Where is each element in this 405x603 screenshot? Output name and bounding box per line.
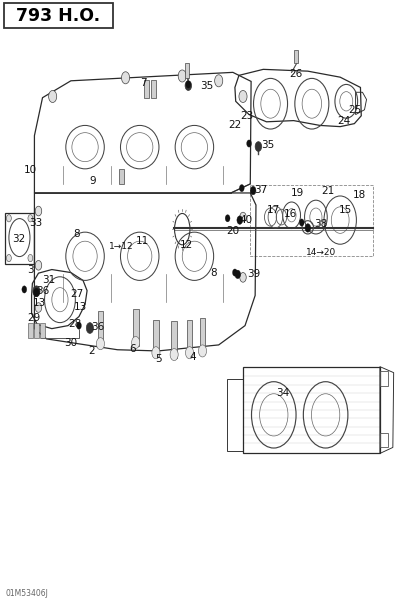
Text: 21: 21 [321,186,335,196]
Circle shape [35,260,42,270]
Text: 40: 40 [240,215,253,225]
Text: 3: 3 [28,265,34,274]
Circle shape [122,72,130,84]
Text: 4: 4 [190,352,196,362]
Text: 793 H.O.: 793 H.O. [16,7,100,25]
Circle shape [170,349,178,361]
Text: 38: 38 [314,219,327,229]
Circle shape [215,75,223,87]
Text: 31: 31 [42,275,55,285]
Circle shape [232,269,237,276]
Bar [144,80,149,98]
Text: 24: 24 [337,116,350,125]
Text: 35: 35 [200,81,214,91]
Circle shape [239,185,244,192]
Circle shape [22,286,27,293]
Circle shape [237,216,243,224]
Text: 36: 36 [91,323,104,332]
Text: 30: 30 [64,338,77,347]
Text: 25: 25 [348,106,362,115]
Text: 19: 19 [291,188,304,198]
Circle shape [49,90,57,103]
Text: 32: 32 [12,235,26,244]
Circle shape [247,140,252,147]
Circle shape [239,90,247,103]
Text: 35: 35 [261,140,275,150]
Bar [119,169,124,184]
Bar [294,50,298,63]
Text: 18: 18 [353,190,367,200]
Text: 10: 10 [23,165,36,175]
Text: 23: 23 [241,111,254,121]
Text: 33: 33 [30,218,43,228]
Circle shape [185,81,192,90]
Text: 29: 29 [28,314,41,323]
Circle shape [33,286,40,297]
Circle shape [28,254,33,262]
Bar [98,311,103,347]
Circle shape [34,288,39,297]
Text: 26: 26 [290,69,303,79]
Text: 14→20: 14→20 [306,248,336,256]
Text: 16: 16 [284,209,297,219]
Text: 8: 8 [74,229,80,239]
Text: 15: 15 [339,205,352,215]
Circle shape [152,347,160,359]
Circle shape [132,336,140,349]
Bar [133,309,139,346]
Text: 12: 12 [180,241,194,250]
Circle shape [235,270,241,279]
Circle shape [305,224,311,232]
Text: 5: 5 [155,354,161,364]
Bar [34,323,39,338]
Text: 36: 36 [36,286,50,296]
Text: 9: 9 [89,176,96,186]
Text: 13: 13 [33,298,47,308]
Text: 2: 2 [88,346,95,356]
Text: 13: 13 [74,302,87,312]
Bar [185,63,189,78]
Bar [151,80,156,98]
Circle shape [28,215,33,222]
Text: 11: 11 [136,236,149,246]
Text: 01M53406J: 01M53406J [5,589,48,598]
Text: 27: 27 [70,289,83,298]
Text: 7: 7 [140,78,146,88]
Bar [187,320,192,356]
Bar [40,323,45,338]
Text: 39: 39 [247,270,260,279]
Text: 22: 22 [228,120,241,130]
Circle shape [250,186,256,195]
FancyBboxPatch shape [4,3,113,28]
Text: 28: 28 [68,319,81,329]
Circle shape [198,345,207,357]
Bar [153,320,159,356]
Text: 8: 8 [211,268,217,278]
Circle shape [186,81,191,88]
Text: 37: 37 [254,185,267,195]
Circle shape [77,322,81,329]
Circle shape [240,273,246,282]
Circle shape [6,215,11,222]
Circle shape [35,303,42,312]
Bar [28,323,33,338]
Bar [200,318,205,354]
Circle shape [6,254,11,262]
Text: 6: 6 [129,344,135,354]
Text: 1→12: 1→12 [109,242,134,250]
Circle shape [185,347,194,359]
Text: 34: 34 [277,388,290,398]
Circle shape [255,142,262,151]
Circle shape [178,70,186,82]
Circle shape [35,206,42,216]
Bar [171,321,177,358]
Text: 17: 17 [267,205,281,215]
Circle shape [299,219,304,226]
Circle shape [240,212,246,222]
Circle shape [225,215,230,222]
Circle shape [86,323,94,333]
Circle shape [96,338,104,350]
Text: 20: 20 [226,226,239,236]
